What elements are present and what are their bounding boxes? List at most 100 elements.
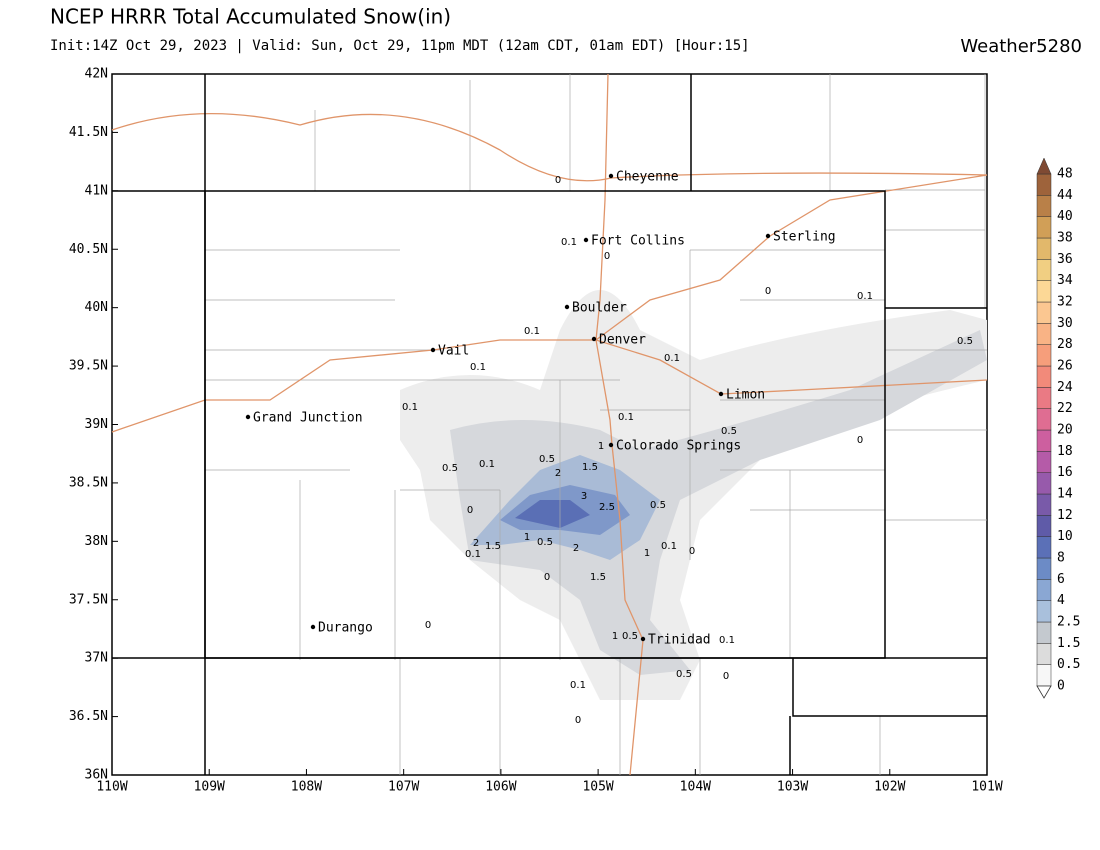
point-value: 0.1: [664, 353, 680, 364]
point-value: 0: [544, 572, 550, 583]
colorbar-segment: [1036, 408, 1052, 431]
point-value: 1: [612, 631, 618, 642]
y-tick-label: 39.5N: [69, 359, 108, 374]
colorbar-segment: [1036, 323, 1052, 345]
colorbar-label: 24: [1057, 380, 1073, 395]
city-dot: [564, 304, 570, 310]
x-tick-label: 105W: [582, 780, 613, 795]
point-value: 0.1: [661, 541, 677, 552]
city-label: Durango: [318, 621, 373, 636]
y-tick-label: 36.5N: [69, 709, 108, 724]
y-tick-label: 36N: [85, 768, 108, 783]
colorbar-segment: [1036, 387, 1052, 409]
x-tick-label: 104W: [680, 780, 711, 795]
point-value: 1: [598, 441, 604, 452]
x-tick-label: 107W: [388, 780, 419, 795]
colorbar-label: 20: [1057, 423, 1073, 438]
state-borders: [112, 74, 987, 775]
colorbar-segment: [1036, 536, 1052, 559]
colorbar-label: 2.5: [1057, 615, 1080, 630]
point-value: 0.1: [618, 412, 634, 423]
city-dot: [591, 336, 597, 342]
point-value: 0: [575, 715, 581, 726]
city-label: Sterling: [773, 230, 836, 245]
point-value: 0.1: [470, 362, 486, 373]
colorbar-label: 0: [1057, 679, 1065, 694]
city-label: Limon: [726, 388, 765, 403]
point-value: 2: [473, 538, 479, 549]
city-label: Denver: [599, 333, 646, 348]
point-value: 1.5: [590, 572, 606, 583]
y-tick-label: 41N: [85, 183, 108, 198]
city-label: Grand Junction: [253, 411, 363, 426]
y-tick-label: 40N: [85, 300, 108, 315]
city-label: Boulder: [572, 301, 627, 316]
colorbar-label: 32: [1057, 295, 1073, 310]
point-value: 0.5: [622, 631, 638, 642]
point-value: 0.1: [719, 635, 735, 646]
point-value: 2: [555, 468, 561, 479]
colorbar-segment: [1036, 600, 1052, 623]
point-value: 0.5: [957, 336, 973, 347]
colorbar-label: 16: [1057, 465, 1073, 480]
colorbar-label: 14: [1057, 487, 1073, 502]
subtitle: Init:14Z Oct 29, 2023 | Valid: Sun, Oct …: [50, 38, 750, 54]
y-tick-label: 40.5N: [69, 242, 108, 257]
colorbar-label: 10: [1057, 529, 1073, 544]
colorbar-segment: [1036, 472, 1052, 495]
colorbar-label: 22: [1057, 401, 1073, 416]
colorbar-segment: [1036, 280, 1052, 303]
city-dot: [765, 233, 771, 239]
shade-mid: [450, 330, 987, 675]
colorbar-top-arrow: [1036, 157, 1052, 175]
city-dot: [608, 173, 614, 179]
colorbar-label: 38: [1057, 231, 1073, 246]
colorbar-segment: [1036, 579, 1052, 601]
colorbar-segment: [1036, 429, 1052, 452]
colorbar-segment: [1036, 365, 1052, 388]
colorbar-label: 30: [1057, 316, 1073, 331]
point-value: 1: [524, 532, 530, 543]
colorbar-segment: [1036, 173, 1052, 196]
x-tick-label: 108W: [291, 780, 322, 795]
point-value: 0.1: [402, 402, 418, 413]
city-dot: [583, 237, 589, 243]
point-value: 0.5: [676, 669, 692, 680]
point-value: 0.5: [537, 537, 553, 548]
point-value: 1.5: [582, 462, 598, 473]
point-value: 0: [765, 286, 771, 297]
colorbar-segment: [1036, 195, 1052, 217]
colorbar-label: 28: [1057, 337, 1073, 352]
point-value: 0.1: [561, 237, 577, 248]
colorbar-label: 12: [1057, 508, 1073, 523]
colorbar-label: 0.5: [1057, 657, 1080, 672]
city-dot: [245, 414, 251, 420]
colorbar-segment: [1036, 216, 1052, 239]
point-value: 0.5: [539, 454, 555, 465]
point-value: 0: [857, 435, 863, 446]
colorbar-label: 18: [1057, 444, 1073, 459]
city-dot: [608, 442, 614, 448]
colorbar-label: 1.5: [1057, 636, 1080, 651]
shade-blue-core: [515, 500, 590, 528]
point-value: 0.5: [650, 500, 666, 511]
city-label: Trinidad: [648, 633, 711, 648]
point-value: 0.1: [857, 291, 873, 302]
x-tick-label: 101W: [971, 780, 1002, 795]
point-value: 1.5: [485, 541, 501, 552]
point-value: 0.1: [524, 326, 540, 337]
colorbar-segment: [1036, 493, 1052, 516]
x-tick-label: 109W: [194, 780, 225, 795]
x-tick-label: 103W: [777, 780, 808, 795]
city-dot: [430, 347, 436, 353]
shade-light: [400, 290, 987, 700]
colorbar-segment: [1036, 451, 1052, 473]
y-tick-label: 37N: [85, 651, 108, 666]
colorbar-label: 44: [1057, 188, 1073, 203]
point-value: 0.1: [570, 680, 586, 691]
point-value: 0: [425, 620, 431, 631]
point-value: 1: [644, 548, 650, 559]
snow-shading: [400, 290, 987, 700]
colorbar-label: 40: [1057, 209, 1073, 224]
